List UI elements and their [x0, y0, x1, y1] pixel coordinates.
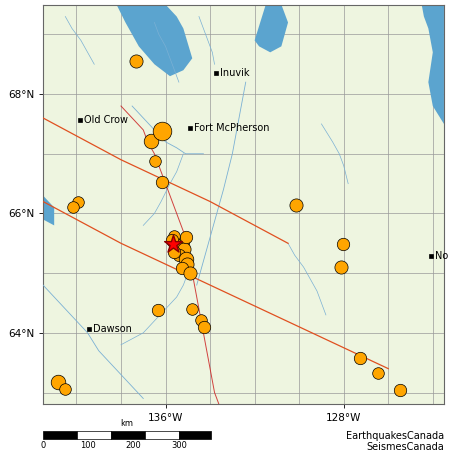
Text: Inuvik: Inuvik [220, 68, 250, 78]
Point [171, 241, 178, 248]
Polygon shape [255, 5, 288, 52]
Point [170, 248, 178, 255]
Text: 100: 100 [81, 441, 96, 450]
Point [183, 255, 190, 262]
Point [197, 316, 204, 324]
Point [176, 252, 183, 259]
Point [337, 264, 345, 271]
Point [180, 245, 188, 253]
Point [74, 198, 81, 205]
Point [396, 386, 404, 393]
Text: Old Crow: Old Crow [84, 115, 128, 125]
Point [188, 305, 195, 313]
Point [183, 234, 190, 241]
Point [168, 236, 175, 244]
Point [178, 265, 185, 272]
Polygon shape [110, 5, 192, 76]
Point [374, 370, 381, 377]
Point [133, 58, 140, 65]
Text: EarthquakesCanada
SeismesCanada: EarthquakesCanada SeismesCanada [346, 431, 444, 452]
Text: Dawson: Dawson [93, 324, 132, 334]
Text: No: No [434, 251, 448, 261]
Text: km: km [120, 419, 133, 428]
Point [179, 239, 187, 246]
Point [61, 385, 68, 393]
Point [184, 260, 191, 267]
Point [69, 204, 77, 211]
Point [158, 179, 165, 186]
Point [147, 137, 154, 144]
Point [356, 354, 363, 361]
Point [155, 307, 162, 314]
Text: 0: 0 [40, 441, 46, 450]
Point [170, 232, 178, 239]
Point [54, 378, 62, 385]
Point [186, 270, 193, 277]
Point [200, 323, 207, 330]
Point [170, 240, 177, 248]
Text: 300: 300 [171, 441, 187, 450]
Point [340, 241, 347, 248]
Polygon shape [422, 5, 444, 124]
Polygon shape [43, 196, 54, 225]
Text: 200: 200 [126, 441, 141, 450]
Text: Fort McPherson: Fort McPherson [194, 122, 270, 133]
Point [293, 202, 300, 209]
Point [151, 157, 159, 165]
Point [159, 128, 166, 135]
